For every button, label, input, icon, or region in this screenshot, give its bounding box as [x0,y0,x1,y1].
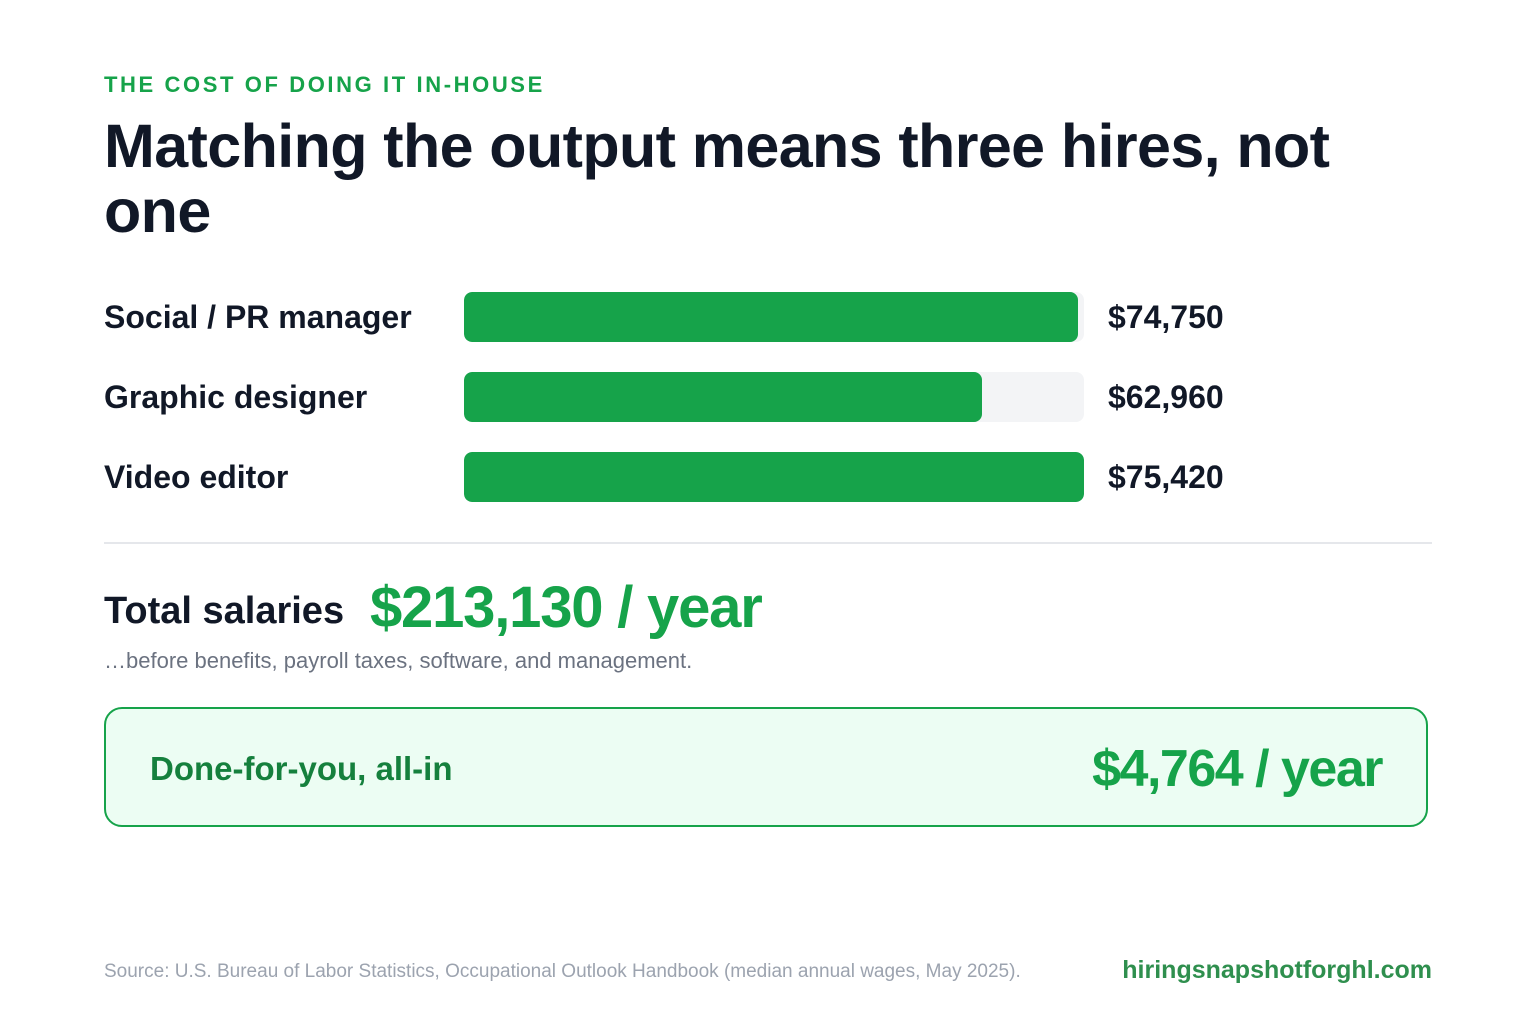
bar-track [464,292,1084,342]
bar-track [464,452,1084,502]
total-label: Total salaries [104,590,345,632]
bar-row: Video editor $75,420 [104,452,1304,502]
offer-card: Done-for-you, all-in $4,764 / year [104,707,1428,827]
source-note: Source: U.S. Bureau of Labor Statistics,… [104,961,1021,982]
bar [464,372,982,422]
bar [464,452,1084,502]
offer-value: $4,764 / year [1092,740,1383,798]
bar-category-label: Video editor [104,459,289,495]
bar-row: Social / PR manager $74,750 [104,292,1304,342]
total-note: …before benefits, payroll taxes, softwar… [104,648,693,673]
total-value: $213,130 / year [370,575,763,640]
eyebrow-label: THE COST OF DOING IT IN-HOUSE [104,72,545,97]
bar-value-label: $75,420 [1108,459,1224,495]
site-url[interactable]: hiringsnapshotforghl.com [1122,956,1432,984]
bar-row: Graphic designer $62,960 [104,372,1304,422]
bar-value-label: $74,750 [1108,299,1224,335]
offer-label: Done-for-you, all-in [150,750,453,787]
section-divider [104,542,1432,544]
page-title: Matching the output means three hires, n… [104,112,1330,245]
bar-category-label: Graphic designer [104,379,368,415]
bar [464,292,1078,342]
salary-bar-chart: Social / PR manager $74,750 Graphic design… [104,292,1304,502]
bar-track [464,372,1084,422]
bar-category-label: Social / PR manager [104,299,412,335]
bar-value-label: $62,960 [1108,379,1224,415]
